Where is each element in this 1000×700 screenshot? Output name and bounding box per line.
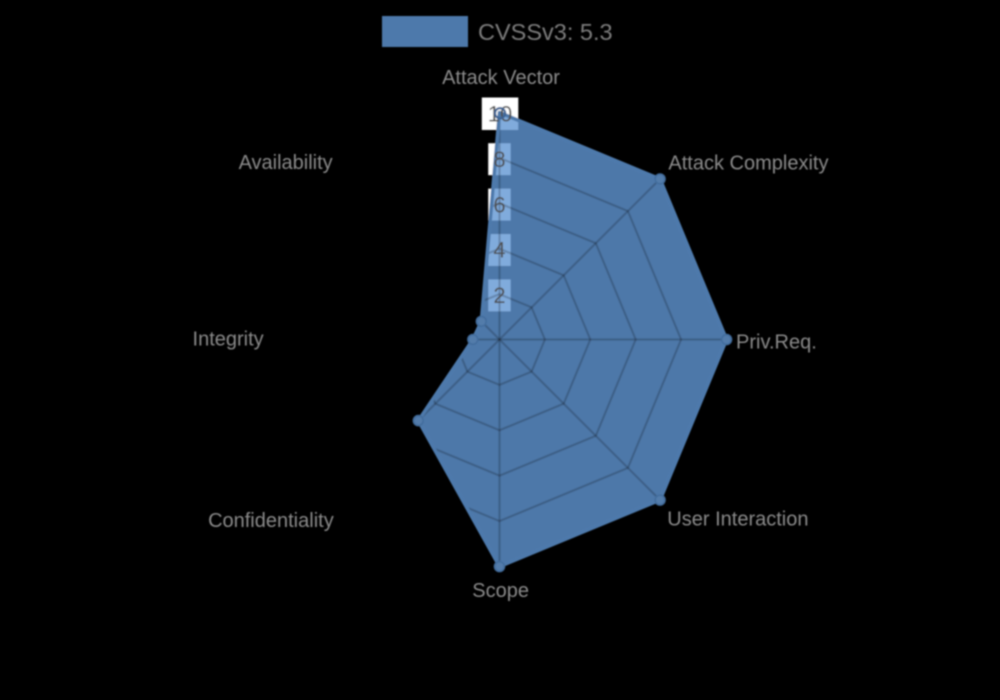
svg-text:Scope: Scope [472, 580, 529, 602]
svg-text:8: 8 [493, 147, 505, 172]
svg-text:4: 4 [493, 238, 505, 263]
svg-text:Availability: Availability [239, 152, 333, 174]
svg-text:Attack Complexity: Attack Complexity [668, 153, 828, 175]
svg-text:2: 2 [493, 283, 505, 308]
svg-text:Attack Vector: Attack Vector [442, 67, 560, 89]
svg-text:Integrity: Integrity [193, 328, 264, 350]
svg-text:10: 10 [488, 102, 512, 127]
svg-text:Priv.Req.: Priv.Req. [736, 332, 817, 354]
svg-text:User Interaction: User Interaction [667, 509, 808, 531]
svg-text:Confidentiality: Confidentiality [208, 510, 334, 532]
svg-text:CVSSv3: 5.3: CVSSv3: 5.3 [478, 19, 613, 45]
svg-text:6: 6 [493, 192, 505, 217]
